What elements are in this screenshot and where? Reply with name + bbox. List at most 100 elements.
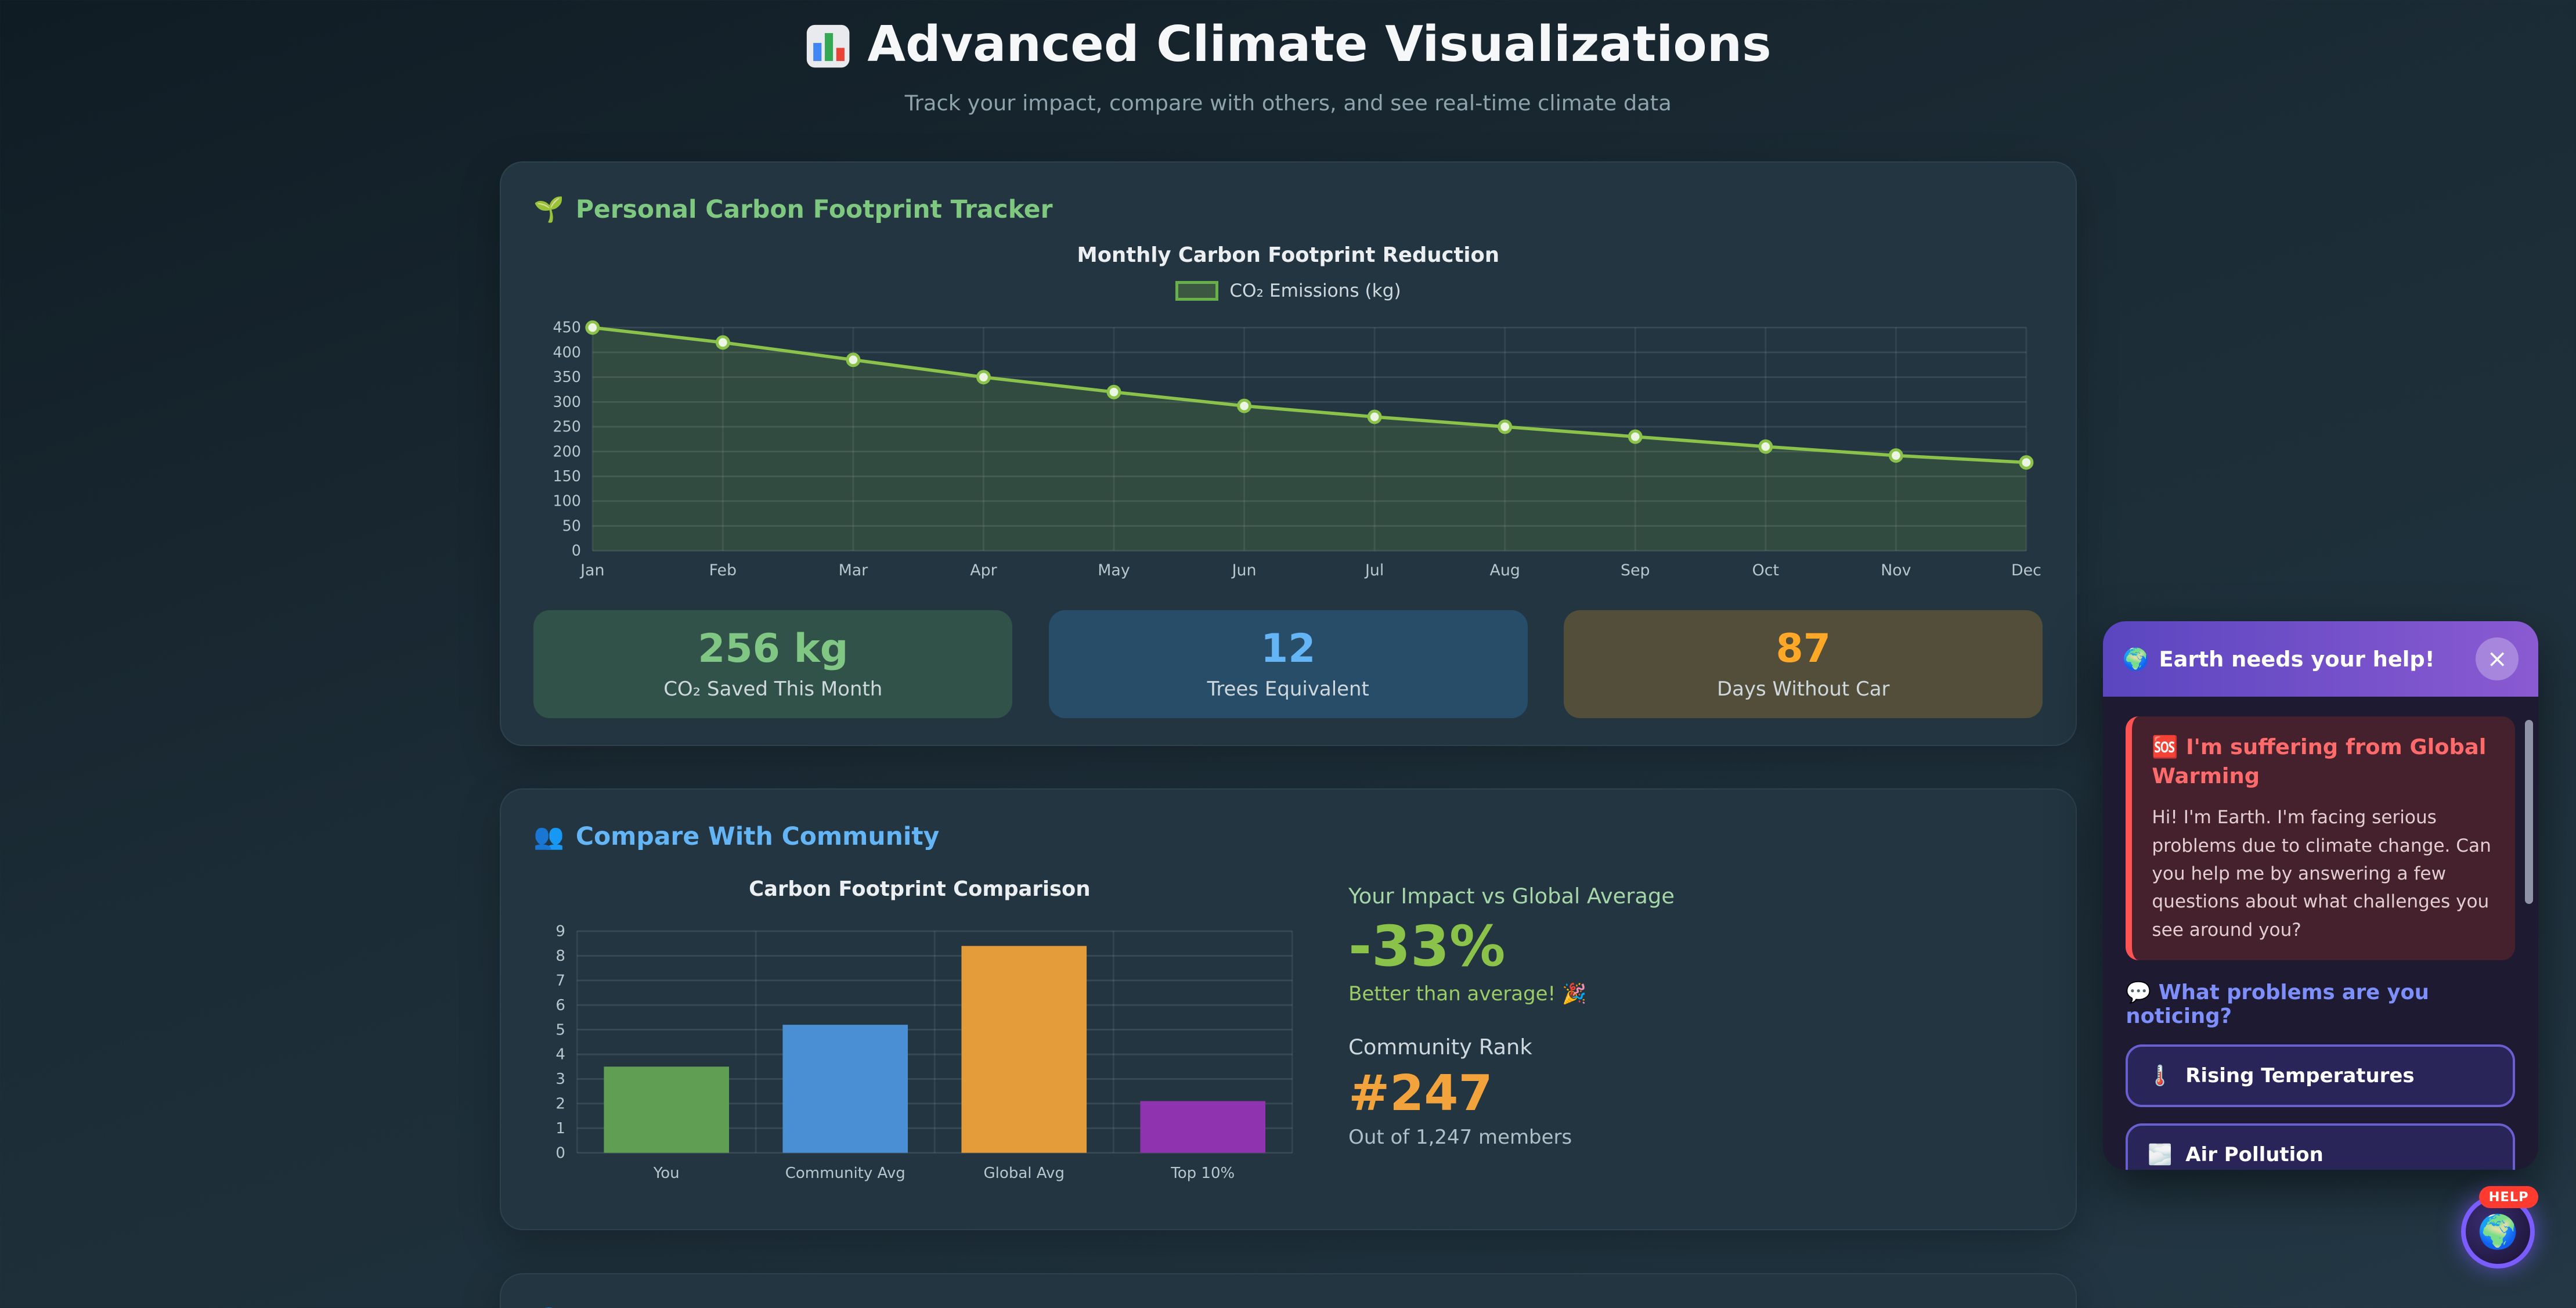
x-tick-label: Mar xyxy=(839,561,869,579)
community-heading: 👥 Compare With Community xyxy=(533,822,940,851)
help-badge: HELP xyxy=(2478,1186,2539,1208)
community-card: 👥 Compare With Community Carbon Footprin… xyxy=(499,788,2077,1231)
x-tick-label: Jul xyxy=(1364,561,1384,579)
stat-co2-saved: 256 kg CO₂ Saved This Month xyxy=(533,610,1013,719)
rank-note: Out of 1,247 members xyxy=(1348,1125,1572,1149)
x-tick-label: Nov xyxy=(1881,561,1911,579)
fog-icon: 🌫️ xyxy=(2148,1143,2173,1166)
close-icon[interactable]: × xyxy=(2476,637,2519,680)
page-title-text: Advanced Climate Visualizations xyxy=(867,15,1772,73)
bar xyxy=(604,1066,730,1153)
line-chart-legend: CO₂ Emissions (kg) xyxy=(533,280,2043,301)
y-tick-label: 450 xyxy=(553,319,582,336)
data-point xyxy=(716,335,730,350)
x-tick-label: Oct xyxy=(1752,561,1779,579)
y-tick-label: 50 xyxy=(562,517,581,534)
x-tick-label: May xyxy=(1098,561,1130,579)
people-icon: 👥 xyxy=(533,822,564,851)
data-point xyxy=(2019,455,2034,470)
data-point xyxy=(1889,448,1903,463)
speech-balloon-icon: 💬 xyxy=(2126,981,2152,1005)
x-tick-label: Community Avg xyxy=(785,1165,905,1182)
rank-label: Community Rank xyxy=(1348,1035,1532,1060)
chat-alert-body: Hi! I'm Earth. I'm facing serious proble… xyxy=(2152,807,2491,941)
bar xyxy=(1140,1101,1266,1153)
x-tick-label: Aug xyxy=(1490,561,1520,579)
x-tick-label: Top 10% xyxy=(1170,1165,1235,1182)
data-point xyxy=(846,352,861,367)
y-tick-label: 9 xyxy=(556,923,566,940)
data-point xyxy=(976,370,991,385)
x-tick-label: You xyxy=(653,1165,680,1182)
impact-column: Your Impact vs Global Average -33% Bette… xyxy=(1306,871,2043,1149)
rank-value: #247 xyxy=(1348,1064,1493,1122)
seedling-icon: 🌱 xyxy=(533,195,564,224)
data-point xyxy=(585,320,600,335)
chat-alert-message: 🆘 I'm suffering from Global Warming Hi! … xyxy=(2126,716,2516,961)
x-tick-label: Jan xyxy=(579,561,604,579)
y-tick-label: 8 xyxy=(556,947,566,965)
y-tick-label: 250 xyxy=(553,418,582,435)
comparison-bar-chart: 0 1 2 3 4 5 6 7 8 9 You Community Avg Global Avg Top … xyxy=(556,923,1293,1182)
x-tick-label: Apr xyxy=(970,561,997,579)
page-header: Advanced Climate Visualizations Track yo… xyxy=(0,0,2576,116)
bar xyxy=(961,946,1087,1153)
page-subtitle: Track your impact, compare with others, … xyxy=(904,90,1672,116)
data-point xyxy=(1367,409,1382,424)
y-tick-label: 300 xyxy=(553,393,582,410)
earth-icon: 🌍 xyxy=(2477,1213,2519,1252)
carbon-tracker-heading: 🌱 Personal Carbon Footprint Tracker xyxy=(533,195,1053,224)
y-tick-label: 3 xyxy=(556,1071,566,1088)
option-rising-temperatures[interactable]: 🌡️ Rising Temperatures xyxy=(2126,1044,2516,1107)
x-tick-label: Feb xyxy=(709,561,737,579)
bar-chart-icon xyxy=(805,21,851,67)
y-tick-label: 6 xyxy=(556,997,566,1014)
y-tick-label: 0 xyxy=(572,542,581,559)
thermometer-icon: 🌡️ xyxy=(2148,1064,2173,1088)
x-tick-label: Jun xyxy=(1231,561,1257,579)
chat-body: 🆘 I'm suffering from Global Warming Hi! … xyxy=(2103,697,2538,1170)
data-point xyxy=(1498,419,1513,434)
chat-header-title: 🌍 Earth needs your help! xyxy=(2122,646,2435,672)
x-tick-label: Dec xyxy=(2011,561,2041,579)
y-tick-label: 1 xyxy=(556,1120,566,1137)
carbon-tracker-card: 🌱 Personal Carbon Footprint Tracker Mont… xyxy=(499,161,2077,746)
y-tick-label: 150 xyxy=(553,467,582,485)
y-tick-label: 350 xyxy=(553,368,582,385)
line-area-fill xyxy=(592,327,2027,551)
chat-alert-title: 🆘 I'm suffering from Global Warming xyxy=(2152,734,2487,789)
legend-swatch xyxy=(1175,281,1218,301)
data-point xyxy=(1106,384,1121,399)
earth-chat-widget: 🌍 Earth needs your help! × 🆘 I'm sufferi… xyxy=(2102,621,2538,1170)
y-tick-label: 7 xyxy=(556,972,566,989)
globe-icon: 🌍 xyxy=(2122,646,2149,672)
bar xyxy=(782,1024,908,1153)
emissions-line xyxy=(592,326,2027,464)
impact-note: Better than average! 🎉 xyxy=(1348,982,1587,1006)
y-tick-label: 4 xyxy=(556,1046,566,1063)
main-column: 🌱 Personal Carbon Footprint Tracker Mont… xyxy=(499,161,2077,1308)
bar-chart-title: Carbon Footprint Comparison xyxy=(749,877,1091,902)
y-tick-label: 400 xyxy=(553,344,582,361)
stat-trees-equivalent: 12 Trees Equivalent xyxy=(1048,610,1528,719)
x-tick-label: Sep xyxy=(1621,561,1650,579)
sos-icon: 🆘 xyxy=(2152,734,2179,760)
stats-row: 256 kg CO₂ Saved This Month 12 Trees Equ… xyxy=(533,610,2043,719)
bar-chart-column: Carbon Footprint Comparison 0 1 2 3 4 5 6 7 8 9 Yo… xyxy=(533,871,1305,1203)
y-tick-label: 2 xyxy=(556,1095,566,1112)
page-title: Advanced Climate Visualizations xyxy=(0,13,2576,76)
y-tick-label: 0 xyxy=(556,1144,566,1162)
help-button[interactable]: 🌍 HELP xyxy=(2460,1186,2539,1269)
impact-value: -33% xyxy=(1348,913,1506,979)
y-tick-label: 100 xyxy=(553,492,582,510)
impact-label: Your Impact vs Global Average xyxy=(1348,884,1675,909)
global-data-card: 🌍 Interactive Global Climate Data xyxy=(499,1273,2077,1308)
data-point xyxy=(1758,439,1773,454)
carbon-line-chart: 0 50 100 150 200 250 300 350 400 450 Jan Feb Mar Apr M… xyxy=(553,319,2041,579)
stat-days-without-car: 87 Days Without Car xyxy=(1564,610,2043,719)
option-air-pollution[interactable]: 🌫️ Air Pollution xyxy=(2126,1123,2516,1170)
data-point xyxy=(1237,398,1252,413)
chat-scrollbar-thumb[interactable] xyxy=(2525,719,2534,904)
data-point xyxy=(1628,429,1643,444)
chat-header: 🌍 Earth needs your help! × xyxy=(2102,621,2538,697)
